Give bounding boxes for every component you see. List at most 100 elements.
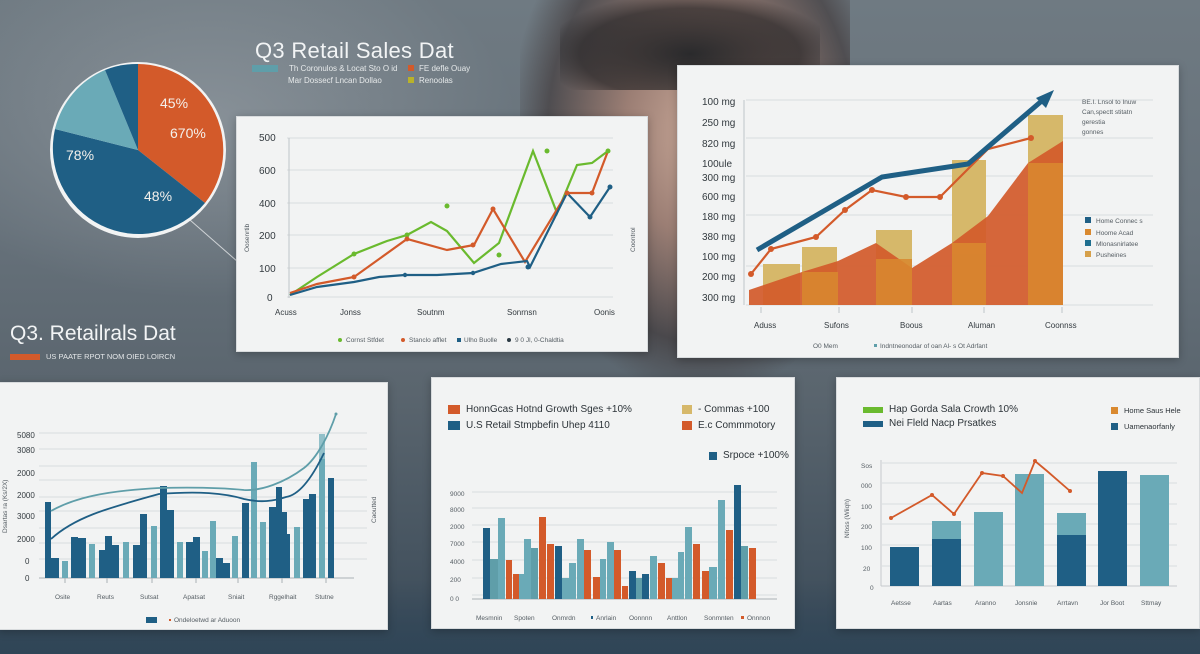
x-tick: Boous	[900, 321, 923, 330]
pie-slice-dark-blue	[52, 129, 205, 235]
x-tick: Aranno	[975, 600, 996, 607]
x-tick: Sniait	[228, 594, 244, 601]
x-tick: Arrtavn	[1057, 600, 1078, 607]
x-tick: Aetsse	[891, 600, 911, 607]
legend-item: Home Saus Hele	[1111, 406, 1181, 415]
legend-swatch	[448, 421, 460, 430]
legend-label: Home Connec s	[1096, 218, 1143, 225]
legend-item: Srpoce +100%	[709, 450, 789, 461]
y-tick: 300 mg	[702, 293, 735, 304]
section-subtitle: US PAATE RPOT NOM OIED LOIRCN	[10, 352, 175, 361]
annotation-text: BE.I. Lnsol to Inuw	[1082, 99, 1137, 106]
legend-item: U.S Retail Stmpbefin Uhep 4110	[448, 420, 610, 431]
legend-label: Hoome Acad	[1096, 230, 1134, 237]
y-tick: 100	[861, 504, 872, 511]
grouped-bar-chart-panel: HonnGcas Hotnd Growth Sges +10% U.S Reta…	[431, 377, 795, 629]
pie-slice-dark-small	[105, 63, 138, 151]
subtitle-accent-bar	[10, 353, 40, 360]
section-title: Q3. Retailrals Dat	[10, 322, 176, 345]
x-tick: Anrlain	[596, 615, 617, 622]
annotation-text: Can,spectt stitatn	[1082, 109, 1133, 116]
y-axis-label: Dsartas ra (Ks/2X)	[2, 480, 9, 533]
legend-label: - Commas +100	[698, 404, 770, 415]
legend-label: U.S Retail Stmpbefin Uhep 4110	[466, 420, 610, 431]
y2-axis-label: Coontrol	[630, 227, 637, 252]
x-tick: Spoten	[514, 615, 535, 622]
legend-item: Nei Fleld Nacp Prsatkes	[863, 418, 996, 429]
legend-swatch-yellow	[408, 77, 414, 83]
x-tick: Sonrnsn	[507, 308, 537, 317]
x-tick: Apatsat	[183, 594, 205, 601]
legend-label: Uamenaorfanly	[1124, 422, 1175, 431]
y-axis-label: Nfoss (Wiiqh)	[844, 499, 851, 538]
x-tick: Aluman	[968, 321, 995, 330]
y-tick: 2000	[17, 535, 35, 544]
legend-label: Renoolas	[419, 75, 453, 85]
x-tick: Jonsnie	[1015, 600, 1038, 607]
pie-slice-orange	[138, 64, 224, 203]
x-tick: Oonis	[594, 308, 615, 317]
y-tick: Sos	[861, 463, 873, 470]
pie-chart: 45% 670% 78% 48%	[48, 60, 228, 240]
line-chart-panel: 500 600 400 200 100 0 Oosenrtib Coontrol…	[236, 116, 648, 352]
footer-label: O0 Mem	[813, 343, 838, 350]
y-tick: 5080	[17, 431, 35, 440]
x-tick: Sonmnten	[704, 615, 734, 622]
y-tick: 0	[870, 585, 874, 592]
legend-swatch	[863, 420, 883, 427]
pie-label: 670%	[170, 125, 206, 141]
x-tick: Acuss	[275, 308, 297, 317]
pie-slice-teal	[55, 70, 138, 150]
legend-label: FE defle Ouay	[419, 63, 471, 73]
legend-label: Th Coronulos & Locat Sto O id	[289, 63, 398, 73]
y-tick: 3080	[17, 446, 35, 455]
legend-item: - Commas +100	[682, 404, 769, 415]
legend-swatch	[682, 421, 692, 430]
y-tick: 9000	[450, 491, 465, 498]
y-tick: 2000	[17, 469, 35, 478]
legend-swatch	[1111, 423, 1118, 430]
x-tick: Aduss	[754, 321, 776, 330]
x-tick: Onmrdn	[552, 615, 576, 622]
y-tick: 600	[259, 166, 276, 177]
legend-swatch-teal	[252, 64, 278, 72]
x-tick: Sttmay	[1141, 600, 1162, 607]
legend-swatch	[709, 451, 717, 460]
y-tick: 400	[259, 199, 276, 210]
y-tick: 3000	[17, 512, 35, 521]
bar-line-chart-panel: Hap Gorda Sala Crowth 10% Nei Fleld Nacp…	[836, 377, 1200, 629]
legend-label: Ulho Buolle	[464, 337, 498, 344]
x-tick: Anttlon	[667, 615, 688, 622]
y-axis-label: Oosenrtib	[244, 223, 251, 252]
x-tick: Sutsat	[140, 594, 159, 601]
y-tick: 7000	[450, 541, 465, 548]
x-tick: Rggelhait	[269, 594, 297, 601]
combo-chart-panel: 5080 3080 2000 2000 3000 2000 0 0 Dsarta…	[0, 382, 388, 630]
y-tick: 0	[267, 293, 273, 304]
x-tick: Onnnon	[747, 615, 771, 622]
legend-label: Stanclo afflet	[409, 337, 447, 344]
legend-label: E.c Commmotory	[698, 420, 776, 431]
y-tick: 820 mg	[702, 139, 735, 150]
footer-label: Indntneonodar of oan Al- s Ot Adrfant	[880, 343, 988, 350]
legend-label: Ondeloetwd ar Aduoon	[174, 617, 241, 624]
legend-label: HonnGcas Hotnd Growth Sges +10%	[466, 404, 632, 415]
x-tick: Jonss	[340, 308, 361, 317]
y-tick: 4000	[450, 559, 465, 566]
legend-item: E.c Commmotory	[682, 420, 775, 431]
legend-label: Pusheines	[1096, 252, 1127, 259]
y-tick: 500	[259, 133, 276, 144]
legend-swatch	[863, 406, 883, 413]
y-tick: 250 mg	[702, 118, 735, 129]
legend-item: HonnGcas Hotnd Growth Sges +10%	[448, 404, 632, 415]
x-tick: Reuts	[97, 594, 115, 601]
y-tick: 100ule	[702, 159, 732, 170]
pie-label: 78%	[66, 147, 95, 163]
legend-swatch-orange	[408, 65, 414, 71]
x-tick: Sufons	[824, 321, 849, 330]
pie-label: 48%	[144, 188, 173, 204]
x-tick: Jor Boot	[1100, 600, 1124, 607]
legend-swatch	[448, 405, 460, 414]
x-tick: Aartas	[933, 600, 953, 607]
y-tick: 0 0	[450, 596, 459, 603]
